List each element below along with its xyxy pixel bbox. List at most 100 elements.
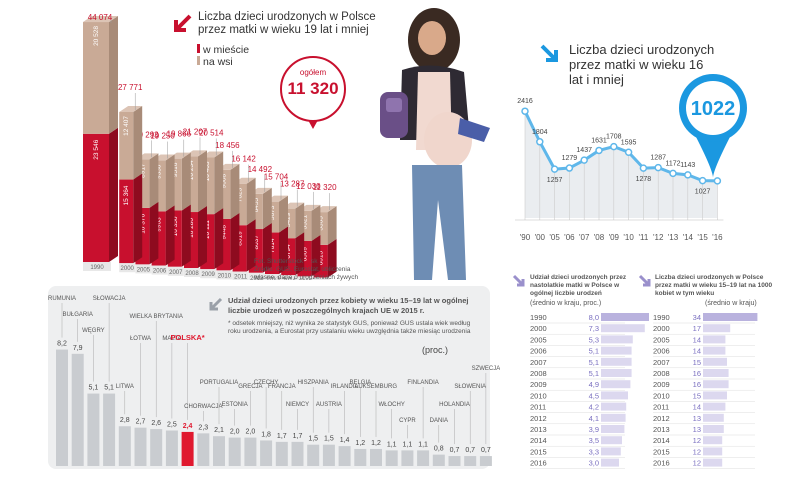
total-label: 14 492 bbox=[248, 165, 273, 174]
table1-year: 2007 bbox=[530, 358, 547, 367]
eu-bar bbox=[165, 430, 178, 466]
category-tile bbox=[265, 274, 281, 280]
eu-value-label: 1,5 bbox=[308, 436, 318, 443]
village-value-label: 5305 bbox=[318, 216, 325, 231]
table1-value: 3,0 bbox=[589, 459, 599, 468]
pregnant-teen-photo bbox=[380, 8, 490, 280]
bar-side-city bbox=[109, 127, 118, 262]
city-value-label: 7614 bbox=[269, 238, 276, 253]
table2-bar bbox=[703, 391, 727, 400]
eu-country-label: FRANCJA bbox=[268, 384, 296, 390]
bar-side-city bbox=[198, 206, 207, 268]
eu-bar bbox=[385, 450, 398, 466]
table1-bar bbox=[601, 357, 632, 366]
table1-subtitle: (średnio w kraju, proc.) bbox=[530, 300, 602, 307]
category-label: 2015 bbox=[299, 279, 313, 280]
eu-value-label: 2,0 bbox=[246, 429, 256, 436]
category-tile bbox=[281, 275, 298, 280]
chart1-title: Liczba dzieci urodzonych w Polsce przez … bbox=[198, 11, 376, 36]
eu-value-label: 2,1 bbox=[214, 427, 224, 434]
table1-bar bbox=[601, 447, 621, 456]
x-tick-label: '05 bbox=[549, 233, 560, 242]
x-tick-label: '10 bbox=[623, 233, 634, 242]
x-tick-label: '15 bbox=[697, 233, 708, 242]
eu-country-label: AUSTRIA bbox=[316, 402, 342, 408]
bar-city bbox=[119, 179, 134, 264]
table1-year: 2014 bbox=[530, 436, 547, 445]
tables: 1990 8,0 1990 34 2000 7,3 2000 17 2005 5,3 2005 14 2… bbox=[530, 313, 758, 469]
table2-value: 34 bbox=[693, 313, 701, 322]
total-badge: ogółem 11 320 bbox=[280, 56, 346, 122]
eu-value-label: 2,4 bbox=[183, 423, 193, 430]
bar-side-village bbox=[246, 177, 256, 226]
category-tile bbox=[119, 263, 136, 273]
table2-bar bbox=[703, 413, 724, 422]
category-tile bbox=[297, 276, 314, 280]
table2-value: 14 bbox=[693, 335, 701, 344]
category-tile bbox=[167, 266, 184, 276]
eu-bar bbox=[401, 450, 414, 466]
eu-country-label: RUMUNIA bbox=[48, 296, 76, 302]
table1-year: 2010 bbox=[530, 391, 547, 400]
teen-births-bar-chart: 11 32060155305201612 03065095521201513 2… bbox=[83, 13, 337, 280]
eu-country-label: IRLANDIA bbox=[331, 384, 359, 390]
village-value-label: 10 403 bbox=[204, 161, 211, 181]
chart2-title: Liczba dzieci urodzonych przez matki w w… bbox=[569, 42, 715, 87]
bar-city bbox=[83, 133, 109, 262]
city-value-label: 8519 bbox=[237, 231, 244, 246]
eu-country-label: LUKSEMBURG bbox=[355, 384, 397, 390]
eu-value-label: 1,1 bbox=[387, 441, 397, 448]
photo-credit-text: Fot. Shutterstock bbox=[254, 258, 304, 265]
x-tick-label: '11 bbox=[638, 233, 648, 242]
eu-bar bbox=[464, 456, 477, 466]
bar-side-city bbox=[327, 238, 337, 278]
eu-value-label: 1,7 bbox=[293, 433, 303, 440]
bar-side-village bbox=[311, 204, 321, 241]
arrow-blue-icon bbox=[538, 42, 562, 66]
category-label: 2010 bbox=[218, 273, 232, 279]
eu-country-label: CHORWACJA bbox=[184, 404, 222, 410]
city-value-label: 10 280 bbox=[188, 218, 195, 238]
table1-value: 5,1 bbox=[589, 347, 599, 356]
table1-bar bbox=[601, 425, 625, 433]
category-label: 2014 bbox=[283, 278, 297, 280]
total-label: 15 704 bbox=[264, 173, 289, 182]
category-label: 2013 bbox=[266, 277, 280, 280]
table2-value: 12 bbox=[693, 447, 701, 456]
eu-value-label: 5,1 bbox=[104, 385, 114, 392]
point-label: 1437 bbox=[576, 147, 592, 154]
eu-country-label: SŁOWENIA bbox=[454, 384, 486, 390]
point-label: 1143 bbox=[680, 162, 695, 169]
point-label: 2416 bbox=[517, 98, 533, 105]
total-label: 19 293 bbox=[134, 130, 159, 139]
data-point bbox=[624, 148, 633, 156]
line-chart: '90 '00'05 '06 '07 '08 '09'10 '11 '12 '13 '14'15 '… bbox=[515, 74, 747, 242]
table1-year: 2006 bbox=[530, 347, 547, 356]
data-point bbox=[713, 177, 722, 185]
table1-value: 5,3 bbox=[589, 335, 599, 344]
category-tile bbox=[216, 270, 233, 280]
table2-year: 2014 bbox=[653, 436, 670, 445]
eu-country-label: PORTUGALIA bbox=[200, 380, 239, 386]
table1-value: 4,2 bbox=[589, 403, 599, 412]
eu-country-label: LITWA bbox=[116, 384, 134, 390]
point-label: 1631 bbox=[591, 137, 607, 144]
total-label: 19 250 bbox=[150, 132, 175, 141]
category-label: 2006 bbox=[153, 269, 167, 275]
eu-value-label: 8,2 bbox=[57, 341, 67, 348]
table2-title: Liczba dzieci urodzonych w Polsce przez … bbox=[655, 274, 773, 297]
table2-year: 2008 bbox=[653, 369, 670, 378]
bar-side-village bbox=[327, 206, 337, 245]
eu-value-label: 0,7 bbox=[481, 447, 491, 454]
village-value-label: 10 234 bbox=[188, 160, 195, 180]
category-label: 2005 bbox=[137, 267, 151, 273]
table2-value: 12 bbox=[693, 436, 701, 445]
table1-value: 4,5 bbox=[589, 391, 599, 400]
city-value-label: 9448 bbox=[220, 225, 227, 240]
eu-value-label: 1,2 bbox=[355, 440, 365, 447]
village-value-label: 12 407 bbox=[123, 116, 130, 136]
badge-value: 1022 bbox=[691, 98, 736, 120]
table1-year: 2013 bbox=[530, 425, 547, 434]
table2-bar bbox=[703, 425, 724, 433]
total-badge-value: 11 320 bbox=[287, 79, 339, 98]
